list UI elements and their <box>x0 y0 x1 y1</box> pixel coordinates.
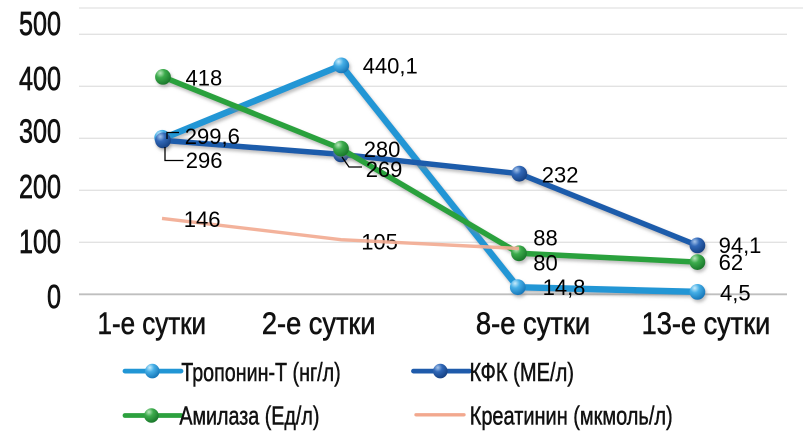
svg-text:62: 62 <box>719 250 743 275</box>
svg-text:Креатинин (мкмоль/л): Креатинин (мкмоль/л) <box>470 400 673 430</box>
svg-text:400: 400 <box>19 60 61 97</box>
svg-text:269: 269 <box>366 157 403 182</box>
svg-text:Амилаза (Ед/л): Амилаза (Ед/л) <box>179 400 319 430</box>
svg-text:500: 500 <box>19 5 61 42</box>
svg-text:1-е сутки: 1-е сутки <box>98 305 207 341</box>
svg-text:418: 418 <box>186 65 223 90</box>
svg-text:4,5: 4,5 <box>720 280 751 305</box>
svg-text:КФК (МЕ/л): КФК (МЕ/л) <box>470 357 575 387</box>
svg-text:440,1: 440,1 <box>363 53 418 78</box>
svg-text:299,6: 299,6 <box>185 124 240 149</box>
svg-text:13-е сутки: 13-е сутки <box>642 305 771 341</box>
svg-text:88: 88 <box>533 226 557 251</box>
svg-text:100: 100 <box>19 223 61 260</box>
svg-text:94,1: 94,1 <box>719 233 762 258</box>
svg-text:232: 232 <box>542 163 579 188</box>
svg-text:0: 0 <box>47 278 61 315</box>
svg-text:80: 80 <box>533 250 557 275</box>
svg-text:2-е сутки: 2-е сутки <box>262 305 376 341</box>
svg-text:Тропонин-Т (нг/л): Тропонин-Т (нг/л) <box>181 357 340 387</box>
svg-text:8-е сутки: 8-е сутки <box>476 305 590 341</box>
svg-text:300: 300 <box>19 113 61 150</box>
svg-text:296: 296 <box>186 148 223 173</box>
svg-text:146: 146 <box>184 207 221 232</box>
svg-text:200: 200 <box>19 168 61 205</box>
svg-text:14,8: 14,8 <box>543 275 586 300</box>
svg-text:280: 280 <box>364 137 401 162</box>
